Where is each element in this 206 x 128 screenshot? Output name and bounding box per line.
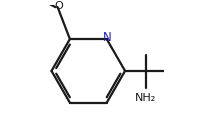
Text: O: O — [54, 1, 63, 11]
Text: N: N — [103, 31, 112, 44]
Text: NH₂: NH₂ — [135, 93, 157, 103]
